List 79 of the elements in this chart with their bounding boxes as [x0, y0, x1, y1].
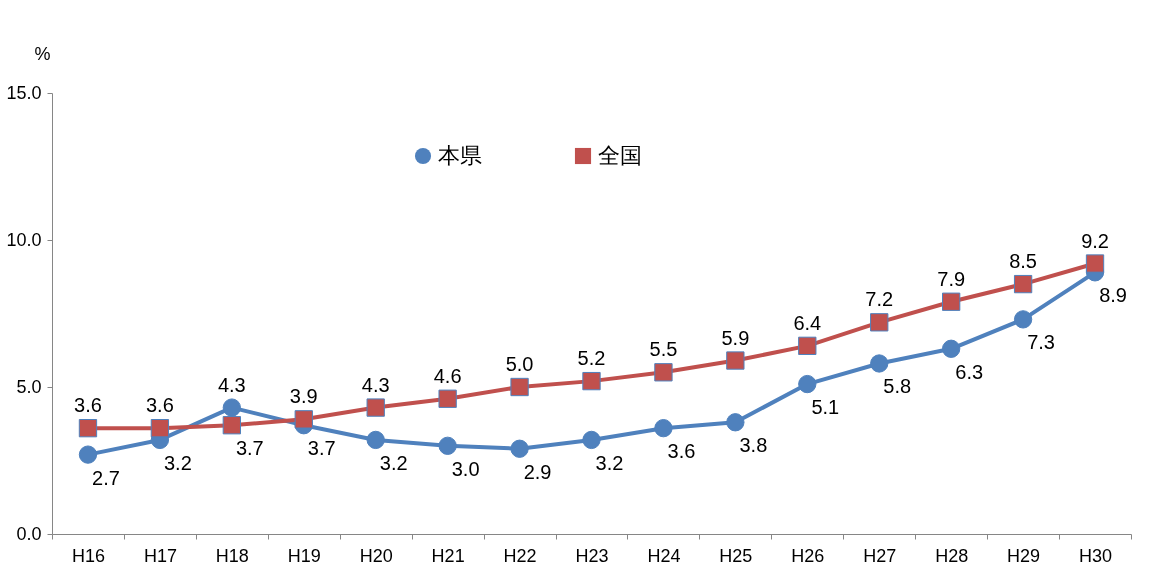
point: [510, 377, 529, 397]
data-label: 3.6: [667, 440, 696, 463]
x-tick-label: H26: [791, 545, 825, 566]
point: [654, 363, 673, 382]
point: [726, 413, 745, 432]
data-label: 6.3: [955, 360, 984, 383]
x-tick-label: H23: [575, 545, 609, 566]
x-tick-label: H24: [647, 545, 681, 566]
y-tick-label: 10.0: [6, 229, 42, 250]
x-tick-label: H16: [71, 545, 105, 566]
data-label: 2.9: [523, 460, 552, 483]
x-tick-label: H20: [359, 545, 393, 566]
point: [582, 430, 601, 450]
data-label: 7.2: [865, 288, 894, 311]
data-label: 3.8: [739, 434, 768, 457]
data-label: 3.7: [307, 437, 336, 460]
data-label: 8.5: [1009, 250, 1038, 273]
data-label: 3.7: [235, 437, 264, 460]
data-label: 7.3: [1027, 331, 1056, 354]
x-tick-label: H21: [431, 545, 465, 566]
point: [870, 354, 889, 373]
data-label: 4.3: [217, 373, 246, 396]
data-label: 5.5: [649, 338, 678, 361]
point: [366, 398, 385, 417]
x-tick-label: H17: [143, 545, 177, 566]
x-tick-label: H28: [935, 545, 969, 566]
data-label: 3.6: [145, 394, 174, 417]
y-tick-label: 15.0: [6, 82, 42, 103]
point: [798, 336, 817, 355]
data-label: 5.9: [721, 326, 750, 349]
point: [798, 374, 817, 394]
point: [1085, 254, 1105, 273]
point: [942, 339, 961, 358]
x-tick-label: H27: [863, 545, 897, 566]
point: [366, 430, 385, 450]
point: [222, 398, 241, 417]
data-label: 4.6: [433, 364, 462, 387]
point: [438, 436, 457, 455]
x-tick-label: H22: [503, 545, 537, 566]
data-label: 3.2: [379, 451, 408, 474]
point: [582, 371, 601, 391]
point: [78, 419, 98, 438]
point: [942, 292, 961, 311]
data-label: 6.4: [793, 311, 822, 334]
data-label: 2.7: [92, 466, 120, 489]
data-label: 7.9: [937, 267, 966, 290]
point: [438, 389, 457, 408]
data-label: 3.9: [289, 385, 318, 408]
point: [78, 445, 98, 464]
point: [654, 419, 673, 438]
point: [510, 439, 529, 458]
point: [1013, 310, 1033, 329]
legend-label: 本県: [438, 143, 482, 168]
y-axis-title: %: [34, 43, 51, 64]
data-label: 3.6: [74, 394, 102, 417]
point: [222, 416, 241, 435]
point: [1013, 274, 1033, 294]
y-tick-label: 5.0: [16, 376, 42, 397]
point: [150, 419, 170, 438]
point: [726, 351, 745, 370]
point: [294, 410, 313, 429]
point: [870, 313, 889, 332]
data-label: 3.0: [451, 457, 480, 480]
data-label: 5.1: [811, 396, 840, 419]
x-tick-label: H29: [1007, 545, 1041, 566]
x-tick-label: H25: [719, 545, 753, 566]
data-label: 5.2: [577, 347, 606, 370]
data-label: 3.2: [595, 451, 624, 474]
data-label: 5.0: [505, 353, 534, 375]
data-label: 9.2: [1081, 229, 1109, 252]
data-label: 4.3: [361, 373, 390, 396]
y-tick-label: 0.0: [16, 523, 42, 544]
x-tick-label: H30: [1079, 545, 1113, 566]
legend-label: 全国: [598, 143, 642, 168]
x-tick-label: H19: [287, 545, 321, 566]
data-label: 8.9: [1099, 284, 1127, 307]
data-label: 3.2: [163, 451, 192, 474]
x-tick-label: H18: [215, 545, 249, 566]
data-label: 5.8: [883, 375, 912, 398]
